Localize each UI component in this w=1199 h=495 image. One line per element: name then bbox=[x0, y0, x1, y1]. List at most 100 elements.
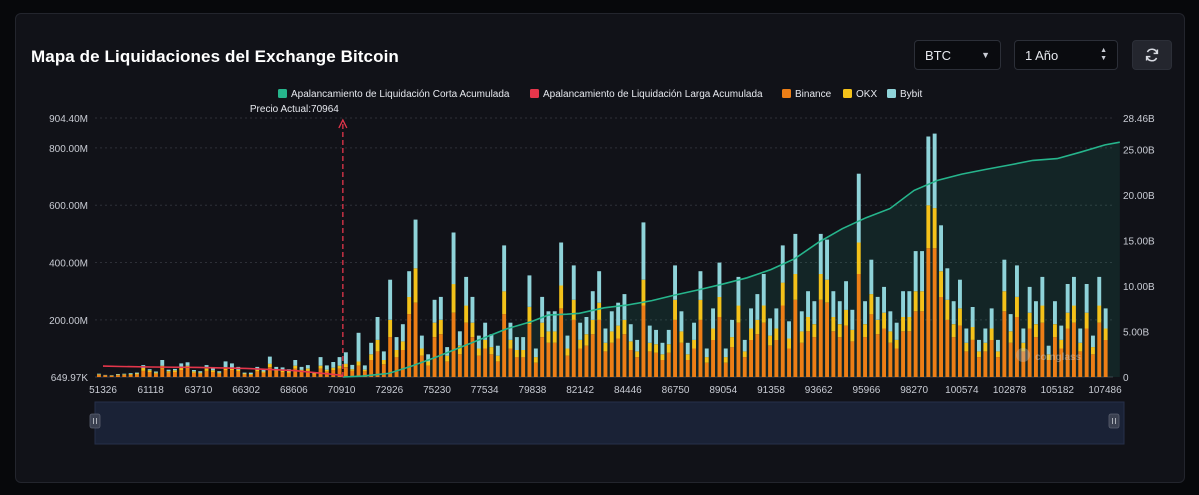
bar-binance bbox=[413, 302, 418, 377]
bar-okx bbox=[508, 339, 513, 349]
bar-okx bbox=[546, 331, 551, 343]
bar-okx bbox=[356, 361, 361, 366]
bar-binance bbox=[457, 354, 462, 377]
bar-binance bbox=[945, 319, 950, 377]
bar-bybit bbox=[882, 286, 886, 313]
x-tick-label: 51326 bbox=[89, 385, 117, 396]
bar-okx bbox=[730, 337, 734, 348]
bar-bybit bbox=[907, 291, 912, 317]
chevron-down-icon: ▼ bbox=[981, 50, 990, 60]
current-price-arrow bbox=[338, 118, 348, 129]
bar-binance bbox=[850, 341, 855, 377]
bar-okx bbox=[521, 350, 526, 358]
bar-binance bbox=[787, 348, 791, 377]
bar-binance bbox=[780, 305, 785, 377]
bar-okx bbox=[945, 299, 950, 320]
bar-bybit bbox=[261, 368, 266, 372]
bar-okx bbox=[913, 291, 918, 312]
bar-binance bbox=[1015, 317, 1019, 377]
bar-okx bbox=[983, 342, 988, 352]
bar-okx bbox=[761, 305, 766, 323]
bar-okx bbox=[527, 307, 532, 325]
bar-bybit bbox=[166, 369, 171, 372]
y-right-tick-label: 10.00B bbox=[1123, 282, 1155, 293]
bar-okx bbox=[787, 338, 791, 349]
bar-bybit bbox=[293, 360, 298, 366]
x-tick-label: 75230 bbox=[423, 385, 451, 396]
bar-bybit bbox=[939, 225, 943, 272]
bar-okx bbox=[768, 335, 772, 346]
bar-binance bbox=[375, 351, 380, 377]
bar-bybit bbox=[951, 301, 956, 325]
bar-okx bbox=[641, 279, 646, 306]
bar-bybit bbox=[230, 363, 234, 368]
bar-binance bbox=[185, 368, 190, 377]
bar-bybit bbox=[521, 337, 526, 350]
bar-okx bbox=[723, 357, 728, 363]
x-tick-label: 72926 bbox=[375, 385, 403, 396]
bar-okx bbox=[831, 317, 836, 332]
bar-okx bbox=[660, 354, 665, 360]
bar-bybit bbox=[1040, 276, 1045, 306]
bar-okx bbox=[166, 371, 171, 373]
bar-bybit bbox=[388, 279, 393, 320]
bar-binance bbox=[666, 352, 671, 377]
bar-bybit bbox=[958, 279, 962, 309]
bar-bybit bbox=[679, 311, 684, 332]
zoom-handle-right[interactable] bbox=[1108, 413, 1120, 429]
bar-bybit bbox=[1065, 284, 1070, 313]
bar-binance bbox=[1103, 339, 1108, 377]
bar-binance bbox=[141, 370, 146, 377]
bar-okx bbox=[97, 374, 101, 375]
bar-binance bbox=[223, 370, 228, 377]
bar-binance bbox=[1097, 322, 1102, 377]
bar-bybit bbox=[407, 271, 412, 297]
bar-bybit bbox=[533, 348, 538, 358]
bar-bybit bbox=[451, 232, 456, 285]
zoom-handle-left[interactable] bbox=[89, 413, 101, 429]
bar-okx bbox=[1103, 328, 1108, 340]
bar-binance bbox=[704, 362, 709, 377]
bar-okx bbox=[609, 331, 614, 343]
bar-bybit bbox=[774, 308, 779, 329]
bar-okx bbox=[882, 312, 886, 329]
bar-binance bbox=[660, 360, 665, 377]
bar-binance bbox=[622, 334, 627, 377]
range-select[interactable]: 1 Año ▲ ▼ bbox=[1014, 40, 1118, 70]
bar-okx bbox=[445, 355, 450, 362]
bar-okx bbox=[958, 308, 962, 326]
bar-bybit bbox=[343, 352, 348, 364]
bar-bybit bbox=[173, 368, 177, 371]
x-tick-label: 77534 bbox=[471, 385, 499, 396]
bar-binance bbox=[951, 337, 956, 377]
x-tick-label: 70910 bbox=[328, 385, 356, 396]
bar-bybit bbox=[920, 251, 924, 292]
bar-okx bbox=[926, 205, 931, 249]
bar-bybit bbox=[192, 370, 196, 372]
bar-bybit bbox=[1015, 265, 1019, 297]
bar-okx bbox=[1078, 342, 1083, 352]
bar-okx bbox=[312, 373, 317, 375]
bar-binance bbox=[844, 325, 848, 377]
bar-bybit bbox=[571, 265, 576, 300]
bar-binance bbox=[128, 374, 133, 377]
long-cumulative-line bbox=[102, 365, 344, 378]
legend-swatch bbox=[843, 89, 852, 98]
bar-bybit bbox=[217, 371, 222, 373]
bar-binance bbox=[584, 345, 589, 377]
y-left-tick-label: 649.97K bbox=[51, 373, 89, 384]
bar-okx bbox=[331, 367, 336, 370]
bar-binance bbox=[343, 367, 348, 377]
bar-okx bbox=[850, 329, 855, 342]
bar-binance bbox=[179, 370, 184, 377]
bar-bybit bbox=[419, 335, 424, 349]
bar-bybit bbox=[514, 337, 519, 350]
bar-binance bbox=[1027, 328, 1032, 377]
refresh-button[interactable] bbox=[1132, 40, 1172, 70]
x-tick-label: 107486 bbox=[1088, 385, 1122, 396]
bar-okx bbox=[198, 372, 203, 374]
coin-select[interactable]: BTC ▼ bbox=[914, 40, 1001, 70]
y-right-tick-label: 25.00B bbox=[1123, 145, 1155, 156]
bar-bybit bbox=[147, 369, 152, 371]
bar-bybit bbox=[647, 325, 652, 343]
